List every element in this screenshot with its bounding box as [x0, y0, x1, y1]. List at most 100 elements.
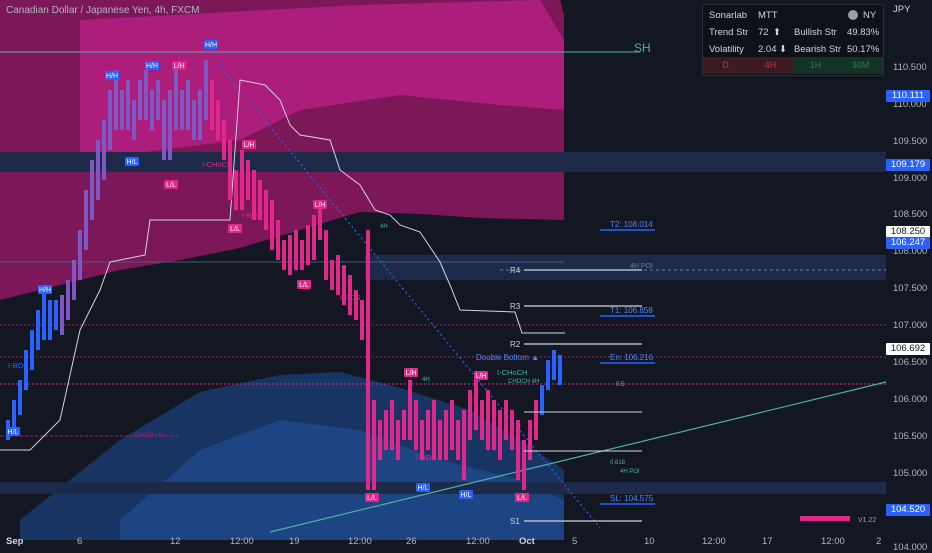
- candle: [534, 400, 538, 440]
- candle: [198, 90, 202, 140]
- candle: [432, 400, 436, 460]
- y-tick: 108.500: [893, 209, 928, 221]
- pivot-label-s1: S1: [510, 517, 520, 526]
- candle: [276, 220, 280, 260]
- candle: [210, 80, 214, 130]
- candle: [558, 355, 562, 385]
- candle: [408, 380, 412, 440]
- candle: [354, 290, 358, 320]
- hh-label-1-bg: [105, 71, 119, 80]
- version-bar: [800, 516, 850, 521]
- candle: [96, 140, 100, 200]
- candle: [204, 60, 208, 120]
- candle: [462, 410, 466, 480]
- candle: [114, 70, 118, 130]
- ll-label-2: L/L: [230, 226, 240, 233]
- y-tick: 107.000: [893, 320, 928, 332]
- target-label-t1: T1: 106.858: [610, 306, 653, 315]
- candle: [336, 255, 340, 295]
- hh-label-1: H/H: [106, 73, 118, 80]
- candle: [318, 200, 322, 240]
- trend-line-up: [269, 381, 887, 533]
- candle: [42, 290, 46, 340]
- lh-label-1: L/H: [174, 63, 185, 70]
- candle: [426, 410, 430, 450]
- x-tick: 6: [77, 536, 83, 547]
- sh-label: SH: [634, 41, 651, 55]
- candle: [120, 90, 124, 130]
- hl-label-2-bg: [6, 427, 20, 436]
- candle: [84, 190, 88, 250]
- fourh-poi-label-2: 4H POI: [630, 263, 653, 270]
- candle: [396, 420, 400, 460]
- y-tick: 109.500: [893, 135, 928, 147]
- supply-zone: [0, 152, 886, 172]
- candle: [138, 80, 142, 120]
- choch-label-2: CHOCH 4H: [508, 379, 539, 385]
- ibos-label-4: I-BOS: [416, 453, 436, 462]
- version-label: V1.22: [858, 517, 876, 524]
- hl-label-3: H/L: [418, 485, 429, 492]
- candle: [552, 350, 556, 380]
- ibos-label-2: I-BOS: [242, 211, 262, 220]
- candle: [300, 240, 304, 270]
- candle: [90, 160, 94, 220]
- panel-session: NY: [863, 10, 877, 21]
- candle: [402, 410, 406, 440]
- candle: [270, 200, 274, 250]
- candle: [168, 90, 172, 160]
- tf-30m[interactable]: 30M: [838, 57, 883, 74]
- candle: [528, 420, 532, 460]
- lh-label-5: L/H: [476, 373, 487, 380]
- sonarlab-panel: Sonarlab MTT NY Trend Str 72 ⬆ Bullish S…: [702, 4, 884, 76]
- price-tag: 104.520: [886, 503, 930, 516]
- candle: [306, 225, 310, 265]
- blue-cloud-inner: [120, 420, 564, 540]
- target-label-en: En: 106.216: [610, 353, 654, 362]
- candle: [282, 240, 286, 270]
- y-tick: 105.000: [893, 468, 928, 480]
- tf-1h[interactable]: 1H: [793, 57, 838, 74]
- candle: [234, 170, 238, 210]
- candle: [72, 260, 76, 300]
- tf-d[interactable]: D: [703, 57, 748, 74]
- hh-label-4-bg: [38, 285, 52, 294]
- candle: [246, 160, 250, 200]
- candle: [60, 295, 64, 335]
- ll-label-4-bg: [365, 493, 379, 502]
- candle: [216, 100, 220, 140]
- x-tick: 12:00: [348, 536, 372, 547]
- x-tick: 10: [644, 536, 655, 547]
- candle: [240, 150, 244, 210]
- pivot-label-r3: R3: [510, 302, 521, 311]
- trend-line-down: [214, 59, 601, 529]
- candle: [504, 400, 508, 440]
- lh-label-3-bg: [313, 200, 327, 209]
- lh-label-2-bg: [242, 140, 256, 149]
- fib-5-label: 0.5: [616, 382, 625, 388]
- candle: [108, 90, 112, 150]
- hl-label-1-bg: [125, 157, 139, 166]
- candle: [288, 235, 292, 275]
- candle: [456, 420, 460, 460]
- tf-4h[interactable]: 4H: [748, 57, 793, 74]
- bull-label: Bullish Str: [794, 27, 837, 38]
- candle: [444, 410, 448, 460]
- trailing-line: [0, 79, 565, 451]
- ll-label-3: L/L: [299, 282, 309, 289]
- price-tag: 106.692: [886, 343, 930, 356]
- fib-618-label: 0.618: [610, 460, 626, 466]
- candle: [546, 360, 550, 390]
- target-label-t2: T2: 108.014: [610, 220, 653, 229]
- y-tick: 106.500: [893, 357, 928, 369]
- hh-label-3: H/H: [205, 42, 217, 49]
- ichoch-label-1: I-CHoCH: [202, 160, 232, 169]
- candle: [312, 215, 316, 260]
- candle: [180, 90, 184, 130]
- candle: [222, 120, 226, 160]
- panel-brand: Sonarlab: [709, 10, 748, 21]
- ichoch-label-2: I-CHoCH: [497, 368, 527, 377]
- candle: [486, 390, 490, 450]
- candle: [510, 410, 514, 450]
